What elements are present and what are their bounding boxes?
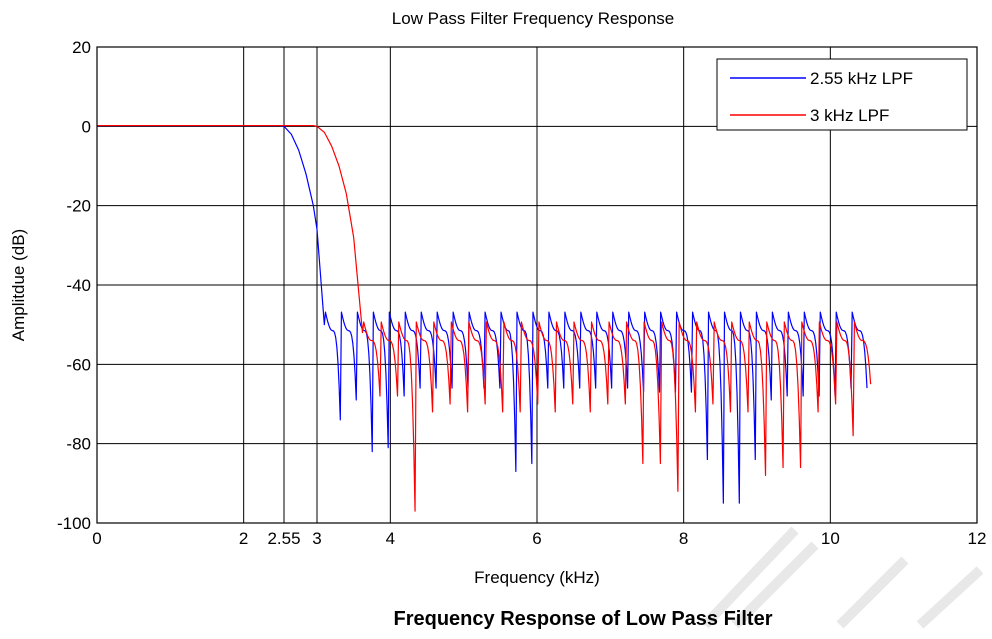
x-tick-label-2: 2 — [239, 529, 248, 548]
y-tick-label-neg80: -80 — [66, 435, 91, 454]
x-tick-label-6: 6 — [532, 529, 541, 548]
y-tick-label-neg100: -100 — [57, 514, 91, 533]
y-tick-label-neg20: -20 — [66, 197, 91, 216]
x-tick-label-12: 12 — [968, 529, 987, 548]
plot-frame — [96, 46, 978, 524]
x-tick-label-8: 8 — [679, 529, 688, 548]
x-tick-label-2-55: 2.55 — [267, 529, 300, 548]
y-tick-label-neg40: -40 — [66, 276, 91, 295]
y-axis-label: Amplitdue (dB) — [9, 229, 28, 341]
x-axis-label: Frequency (kHz) — [474, 568, 600, 587]
watermark — [701, 526, 984, 629]
series-3khz-lpf-line — [97, 124, 872, 512]
x-tick-label-0: 0 — [92, 529, 101, 548]
y-tick-label-20: 20 — [72, 38, 91, 57]
x-axis-ticks: 0 2 2.55 3 4 6 8 10 12 — [92, 529, 986, 548]
x-tick-label-10: 10 — [821, 529, 840, 548]
chart-title: Low Pass Filter Frequency Response — [392, 9, 675, 28]
legend-label-2-55khz: 2.55 kHz LPF — [810, 69, 913, 88]
y-tick-label-0: 0 — [82, 117, 91, 136]
figure-caption: Frequency Response of Low Pass Filter — [394, 608, 773, 630]
y-axis-ticks: 20 0 -20 -40 -60 -80 -100 — [57, 38, 91, 533]
legend-label-3khz: 3 kHz LPF — [810, 106, 889, 125]
legend: 2.55 kHz LPF 3 kHz LPF — [716, 58, 968, 131]
series-2-55khz-lpf-line — [97, 124, 868, 504]
x-tick-label-4: 4 — [386, 529, 395, 548]
y-tick-label-neg60: -60 — [66, 355, 91, 374]
legend-box — [716, 58, 968, 131]
x-tick-label-3: 3 — [312, 529, 321, 548]
series-layer — [97, 124, 872, 512]
